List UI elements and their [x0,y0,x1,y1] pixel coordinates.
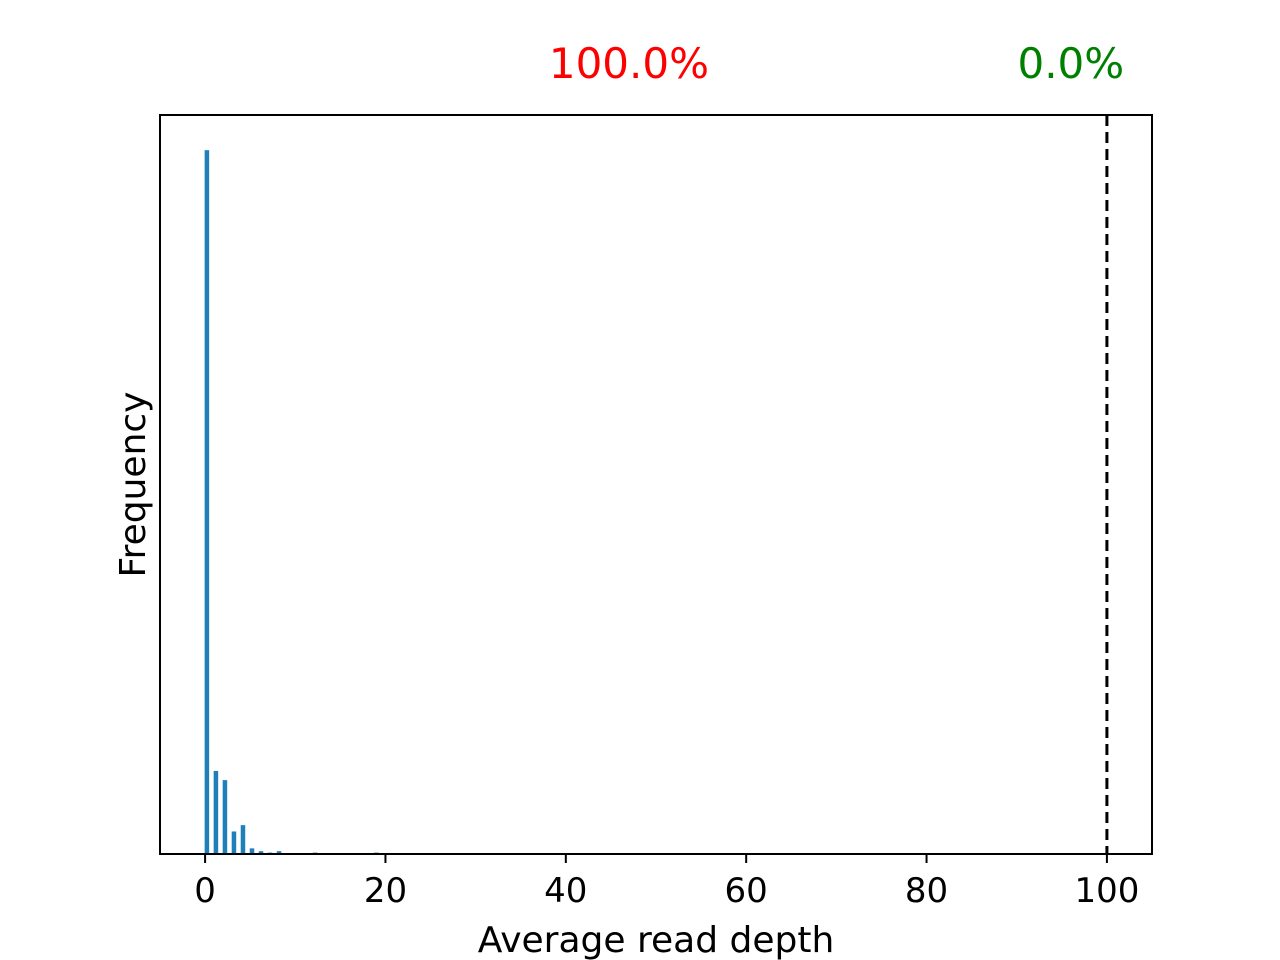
histogram-bar [204,150,210,854]
histogram-bar [231,831,237,854]
histogram-bar [240,825,246,854]
histogram-bar [258,851,264,854]
x-tick-label: 20 [364,871,407,911]
y-axis-label: Frequency [113,392,154,578]
x-tick-label: 0 [194,871,216,911]
x-tick-label: 60 [725,871,768,911]
x-axis-label: Average read depth [478,920,835,960]
x-tick-label: 100 [1074,871,1139,911]
histogram-bar [276,851,282,854]
histogram-bar [222,780,228,854]
x-axis-ticks: 0 20 40 60 80 100 [194,854,1139,911]
x-tick-label: 40 [544,871,587,911]
percentage-annotation: 100.0% [549,39,709,88]
annotations-layer: 100.0% 0.0% [549,39,1124,88]
x-tick-label: 80 [905,871,948,911]
plot-frame [159,114,1153,855]
histogram-bar [213,770,219,854]
histogram-bar [249,848,255,854]
percentage-annotation: 0.0% [1017,39,1124,88]
bars-layer [204,150,379,854]
